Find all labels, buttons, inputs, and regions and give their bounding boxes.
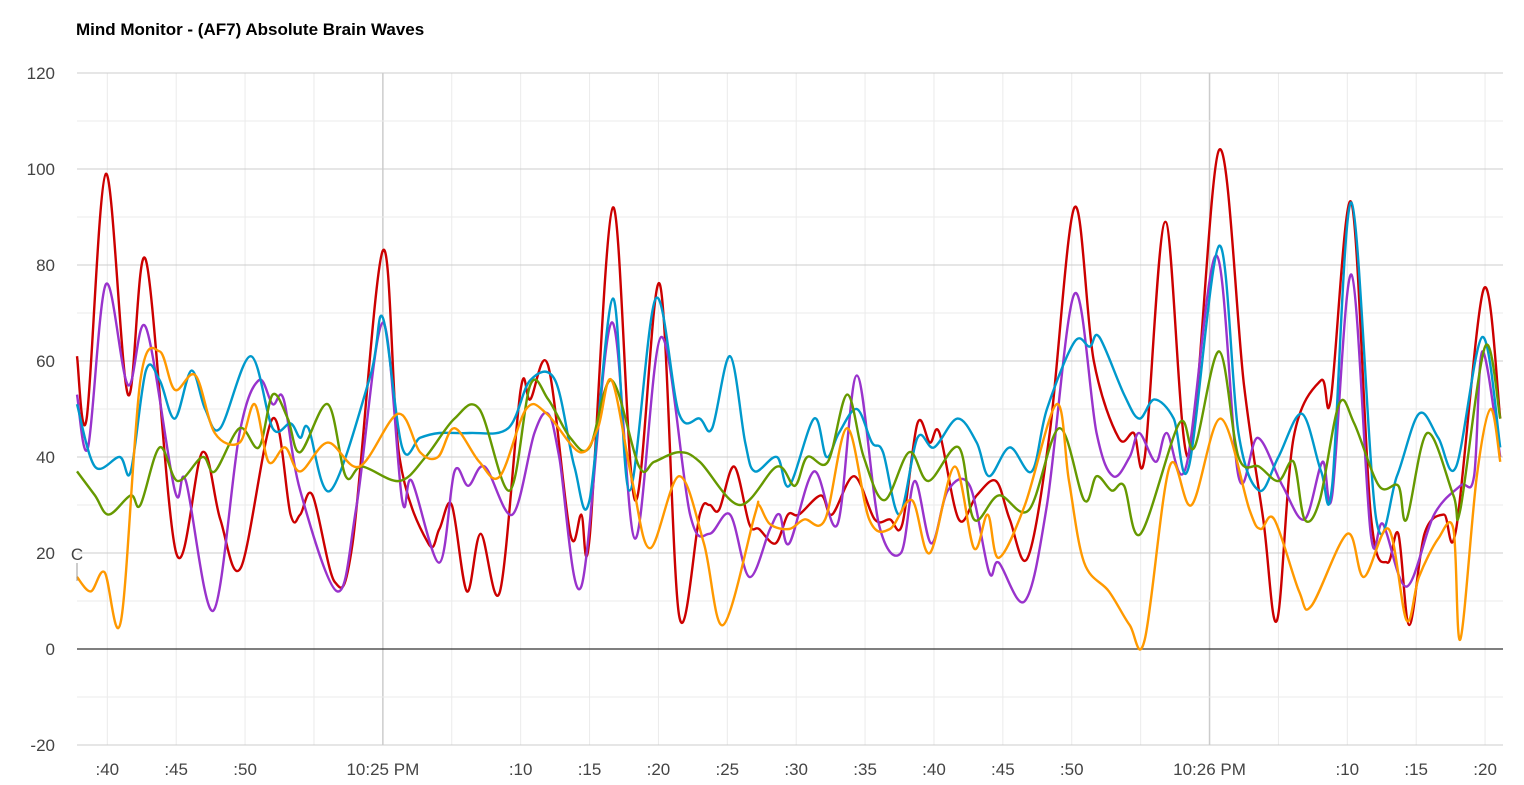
x-tick-label: :45: [164, 760, 188, 779]
grid: [77, 72, 1503, 746]
x-tick-label: :50: [1060, 760, 1084, 779]
series-lines: [75, 148, 1502, 651]
annotation-label: C: [71, 545, 83, 564]
x-tick-label: :15: [578, 760, 602, 779]
y-tick-label: 60: [36, 352, 55, 371]
x-tick-label: :25: [715, 760, 739, 779]
x-tick-label: :15: [1404, 760, 1428, 779]
axis-labels: -20 0 20 40 60 80 100 120 :40 :45 :50 10:25 PM :10 :1…: [27, 64, 1497, 779]
x-tick-label: :40: [95, 760, 119, 779]
x-tick-label: :10: [509, 760, 533, 779]
series-line-theta: [75, 254, 1502, 612]
x-tick-label: 10:26 PM: [1173, 760, 1246, 779]
x-tick-label: :35: [853, 760, 877, 779]
y-tick-label: -20: [30, 736, 55, 755]
x-tick-label: :10: [1335, 760, 1359, 779]
series-line-gamma: [76, 346, 1502, 651]
x-tick-label: 10:25 PM: [346, 760, 419, 779]
x-tick-label: :20: [1473, 760, 1497, 779]
y-tick-label: 80: [36, 256, 55, 275]
series-line-beta: [76, 343, 1502, 537]
y-tick-label: 40: [36, 448, 55, 467]
x-tick-label: :20: [647, 760, 671, 779]
y-tick-label: 0: [46, 640, 55, 659]
y-tick-label: 120: [27, 64, 55, 83]
series-line-alpha: [75, 201, 1502, 536]
x-tick-label: :45: [991, 760, 1015, 779]
x-tick-label: :40: [922, 760, 946, 779]
y-tick-label: 20: [36, 544, 55, 563]
x-tick-label: :50: [233, 760, 257, 779]
series-line-delta: [75, 148, 1502, 627]
x-tick-label: :30: [784, 760, 808, 779]
y-tick-label: 100: [27, 160, 55, 179]
chart-title: Mind Monitor - (AF7) Absolute Brain Wave…: [76, 20, 425, 39]
